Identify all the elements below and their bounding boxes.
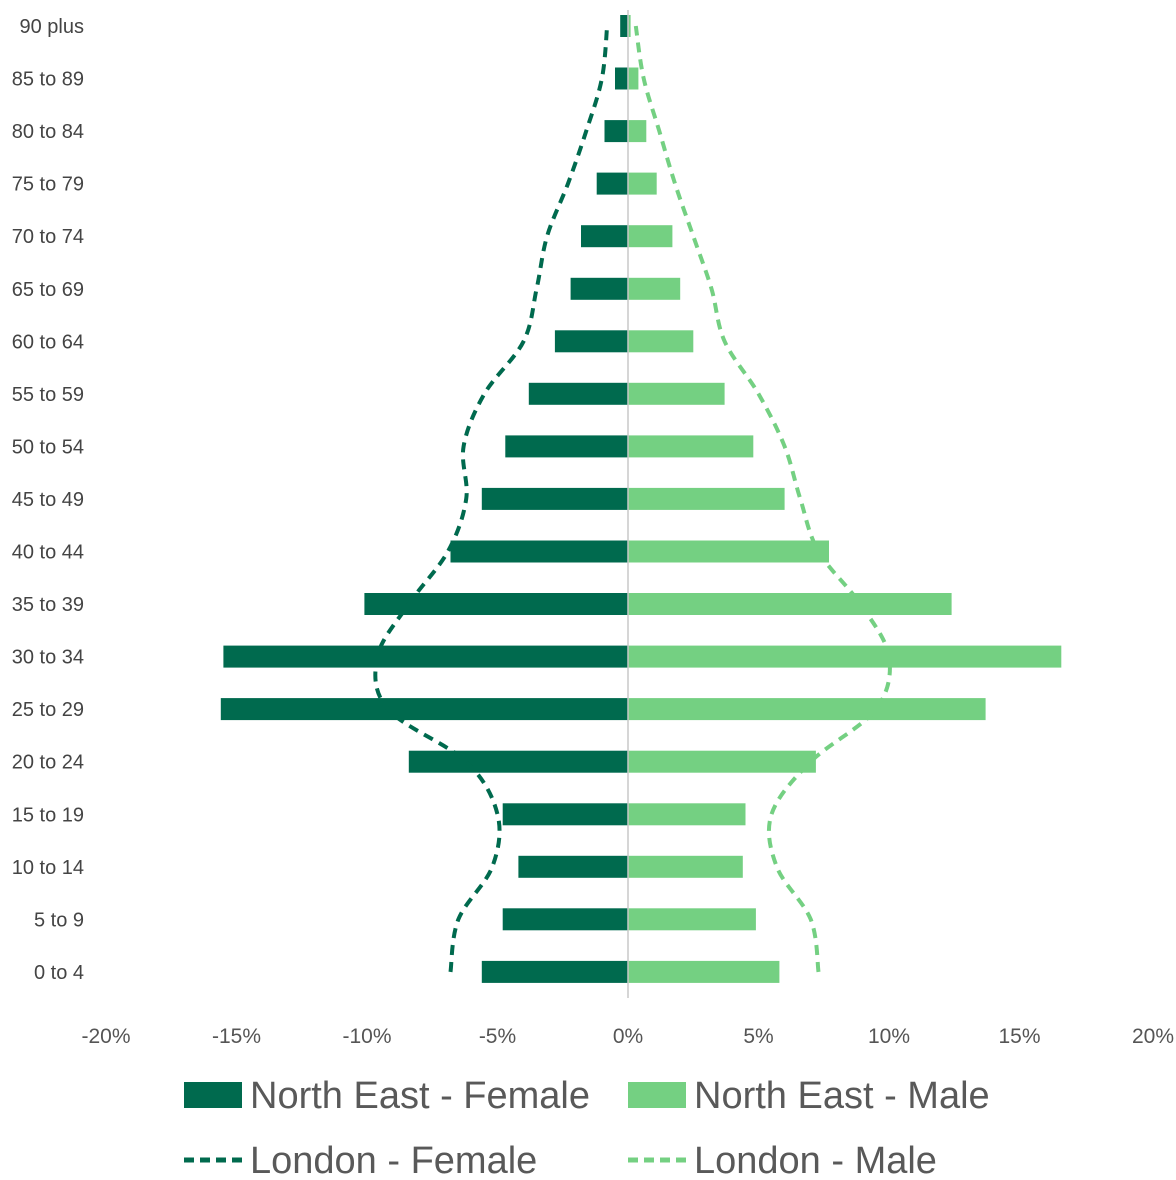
- bar-north-east-male: [628, 330, 694, 353]
- category-label: 60 to 64: [12, 331, 84, 353]
- category-label: 0 to 4: [34, 962, 84, 984]
- bar-north-east-female: [570, 277, 628, 300]
- bar-north-east-female: [481, 960, 628, 983]
- legend-label: London - Female: [250, 1140, 537, 1180]
- bar-north-east-female: [596, 172, 628, 195]
- bar-north-east-male: [628, 120, 647, 143]
- line-london-male: [633, 25, 892, 973]
- bar-north-east-female: [502, 803, 628, 826]
- x-tick-label: 10%: [868, 1025, 910, 1048]
- bar-north-east-male: [628, 698, 986, 721]
- legend-swatch: [628, 1082, 686, 1108]
- bar-north-east-male: [628, 803, 746, 826]
- bar-north-east-female: [450, 540, 628, 563]
- category-label: 45 to 49: [12, 489, 84, 511]
- legend-swatch: [184, 1082, 242, 1108]
- bar-north-east-male: [628, 645, 1062, 668]
- line-london-female: [373, 25, 610, 973]
- legend-item: North East - Female: [184, 1075, 590, 1117]
- legend-label: North East - Male: [694, 1075, 990, 1117]
- bar-north-east-female: [223, 645, 628, 668]
- bar-north-east-male: [628, 487, 785, 510]
- category-label: 5 to 9: [34, 909, 84, 931]
- category-label: 65 to 69: [12, 279, 84, 301]
- bar-north-east-female: [620, 15, 628, 37]
- category-label: 85 to 89: [12, 69, 84, 91]
- category-label: 55 to 59: [12, 384, 84, 406]
- legend-item: North East - Male: [628, 1075, 990, 1117]
- bar-north-east-male: [628, 225, 673, 248]
- bar-north-east-male: [628, 960, 780, 983]
- category-label: 10 to 14: [12, 857, 84, 879]
- bar-north-east-male: [628, 67, 639, 90]
- category-label: 20 to 24: [12, 752, 84, 774]
- category-label: 25 to 29: [12, 699, 84, 721]
- bar-north-east-female: [364, 593, 628, 615]
- bar-north-east-male: [628, 277, 681, 300]
- bar-north-east-female: [528, 382, 628, 405]
- bar-north-east-male: [628, 540, 829, 563]
- x-tick-label: 0%: [613, 1025, 643, 1048]
- x-tick-label: -15%: [212, 1025, 261, 1048]
- category-label: 35 to 39: [12, 594, 84, 616]
- category-label: 40 to 44: [12, 542, 84, 564]
- bar-north-east-male: [628, 15, 631, 37]
- bar-north-east-female: [408, 750, 628, 773]
- bar-north-east-female: [502, 908, 628, 931]
- x-tick-label: 5%: [743, 1025, 773, 1048]
- bar-north-east-female: [505, 435, 628, 458]
- bar-north-east-male: [628, 750, 816, 773]
- x-tick-label: 20%: [1132, 1025, 1174, 1048]
- bar-north-east-female: [518, 855, 628, 878]
- category-label: 50 to 54: [12, 436, 84, 458]
- bar-north-east-female: [554, 330, 628, 353]
- legend-item: London - Male: [628, 1140, 937, 1180]
- category-label: 75 to 79: [12, 174, 84, 196]
- legend-label: North East - Female: [250, 1075, 590, 1117]
- category-label: 70 to 74: [12, 226, 84, 248]
- x-tick-label: -5%: [479, 1025, 516, 1048]
- bar-north-east-male: [628, 435, 754, 458]
- bar-north-east-male: [628, 855, 743, 878]
- x-tick-label: -20%: [81, 1025, 130, 1048]
- bar-north-east-male: [628, 593, 952, 615]
- category-label: 15 to 19: [12, 804, 84, 826]
- category-label: 30 to 34: [12, 647, 84, 669]
- bar-north-east-female: [604, 120, 628, 143]
- bar-north-east-female: [615, 67, 628, 90]
- bar-north-east-male: [628, 172, 657, 195]
- bar-north-east-female: [581, 225, 628, 248]
- legend-item: London - Female: [184, 1140, 537, 1180]
- x-tick-label: 15%: [998, 1025, 1040, 1048]
- legend-label: London - Male: [694, 1140, 937, 1180]
- bar-north-east-female: [220, 698, 629, 721]
- x-tick-label: -10%: [342, 1025, 391, 1048]
- bar-north-east-male: [628, 908, 756, 931]
- category-label: 80 to 84: [12, 121, 84, 143]
- bar-north-east-male: [628, 382, 725, 405]
- bar-north-east-female: [481, 487, 628, 510]
- category-label: 90 plus: [20, 16, 85, 38]
